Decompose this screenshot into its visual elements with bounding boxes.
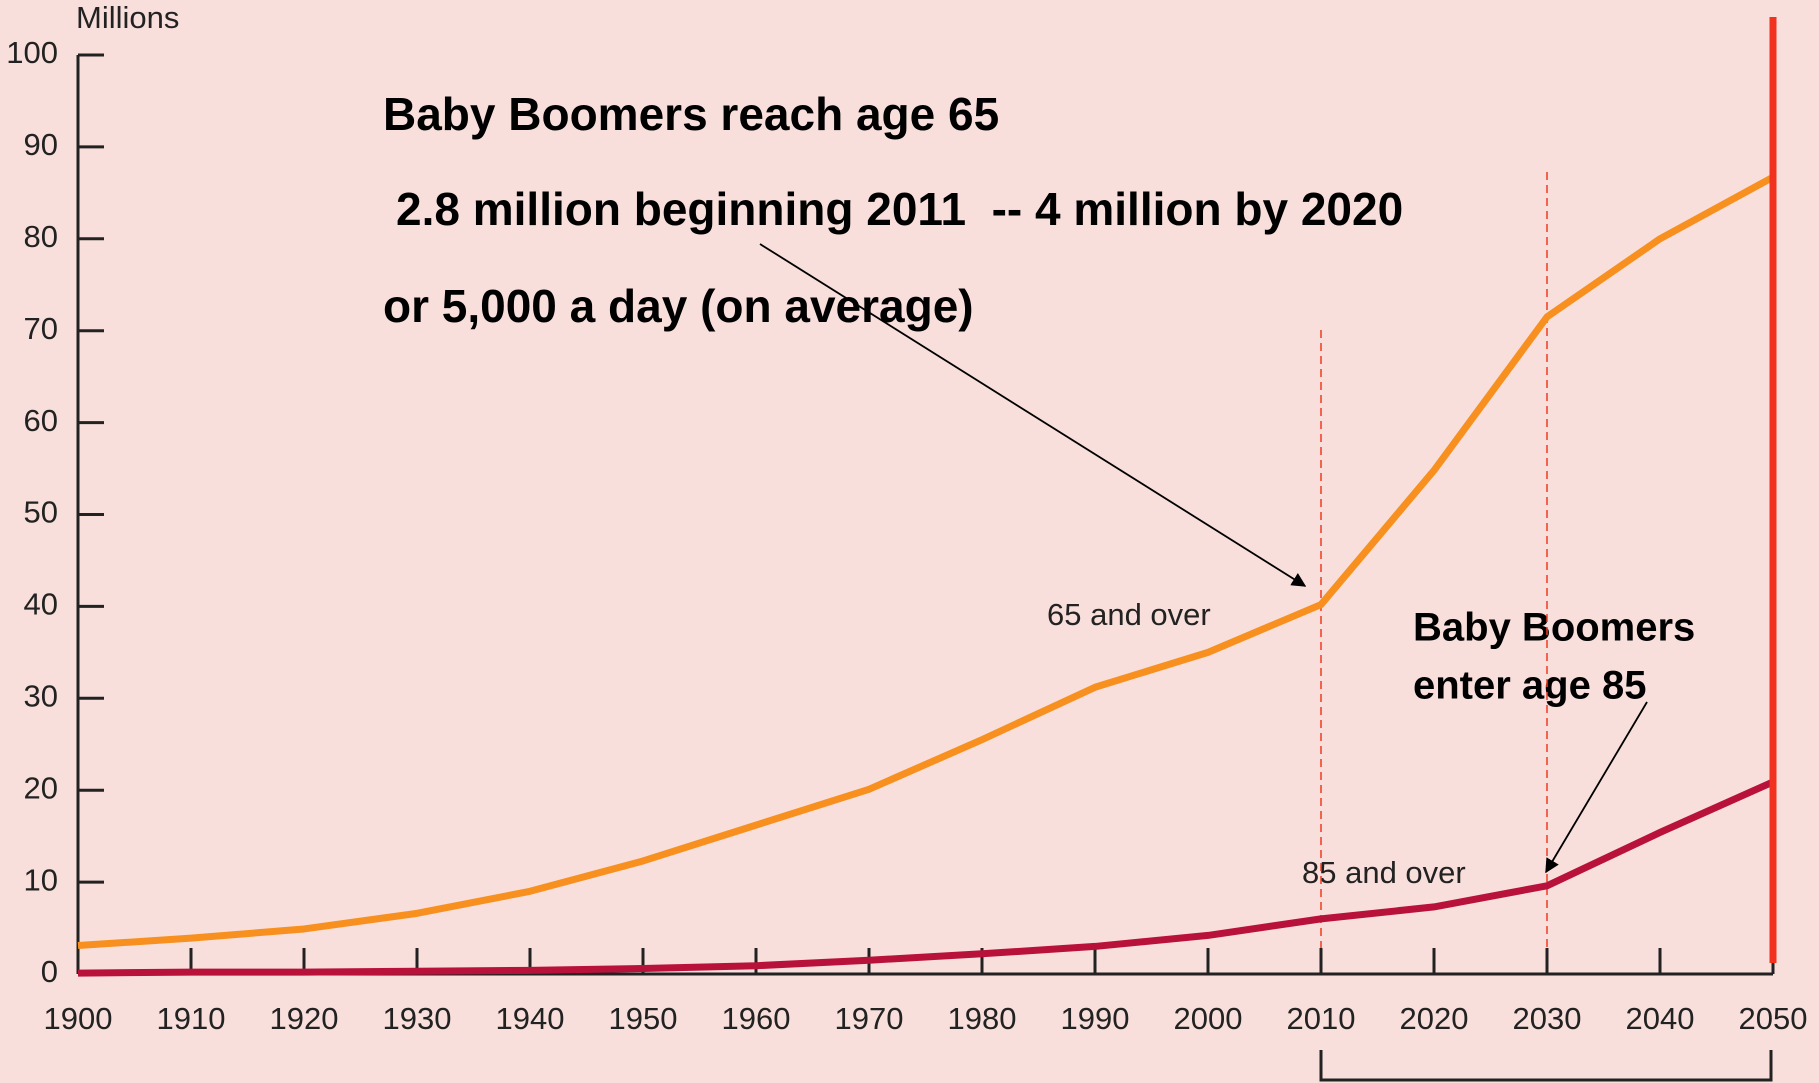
x-tick-label: 1980 bbox=[948, 1001, 1017, 1036]
x-tick-label: 1910 bbox=[157, 1001, 226, 1036]
series-line bbox=[77, 174, 1775, 950]
x-tick-label: 2000 bbox=[1174, 1001, 1243, 1036]
x-tick-label: 1930 bbox=[383, 1001, 452, 1036]
x-tick-label: 1950 bbox=[609, 1001, 678, 1036]
x-tick-label: 1900 bbox=[44, 1001, 113, 1036]
y-tick-label: 70 bbox=[24, 311, 58, 346]
y-tick-label: 50 bbox=[24, 495, 58, 530]
arrow bbox=[759, 243, 1307, 587]
x-tick-label: 1920 bbox=[270, 1001, 339, 1036]
x-tick-label: 2040 bbox=[1626, 1001, 1695, 1036]
series-label: 65 and over bbox=[1047, 597, 1211, 632]
bracket bbox=[1319, 1050, 1773, 1082]
x-tick-label: 2010 bbox=[1287, 1001, 1356, 1036]
y-tick-label: 100 bbox=[6, 35, 58, 70]
y-tick-label: 30 bbox=[24, 678, 58, 713]
y-tick-label: 80 bbox=[24, 219, 58, 254]
annotation: 2.8 million beginning 2011 -- 4 million … bbox=[396, 183, 1403, 235]
y-tick-label: 10 bbox=[24, 862, 58, 897]
series-label: 85 and over bbox=[1302, 855, 1466, 890]
series-line bbox=[77, 778, 1775, 977]
y-tick-label: 0 bbox=[41, 954, 58, 989]
x-tick-label: 1990 bbox=[1061, 1001, 1130, 1036]
y-tick-label: 20 bbox=[24, 770, 58, 805]
x-tick-label: 1940 bbox=[496, 1001, 565, 1036]
x-tick-label: 1970 bbox=[835, 1001, 904, 1036]
x-tick-label: 1960 bbox=[722, 1001, 791, 1036]
y-axis-label: Millions bbox=[76, 0, 179, 35]
y-tick-label: 90 bbox=[24, 127, 58, 162]
x-tick-label: 2030 bbox=[1513, 1001, 1582, 1036]
annotation: enter age 85 bbox=[1413, 664, 1646, 708]
annotation: Baby Boomers reach age 65 bbox=[383, 88, 999, 140]
x-tick-label: 2020 bbox=[1400, 1001, 1469, 1036]
y-tick-label: 40 bbox=[24, 587, 58, 622]
annotation: or 5,000 a day (on average) bbox=[383, 280, 974, 332]
y-tick-label: 60 bbox=[24, 403, 58, 438]
annotation: Baby Boomers bbox=[1413, 606, 1695, 650]
x-tick-label: 2050 bbox=[1739, 1001, 1808, 1036]
arrow bbox=[1545, 701, 1648, 874]
